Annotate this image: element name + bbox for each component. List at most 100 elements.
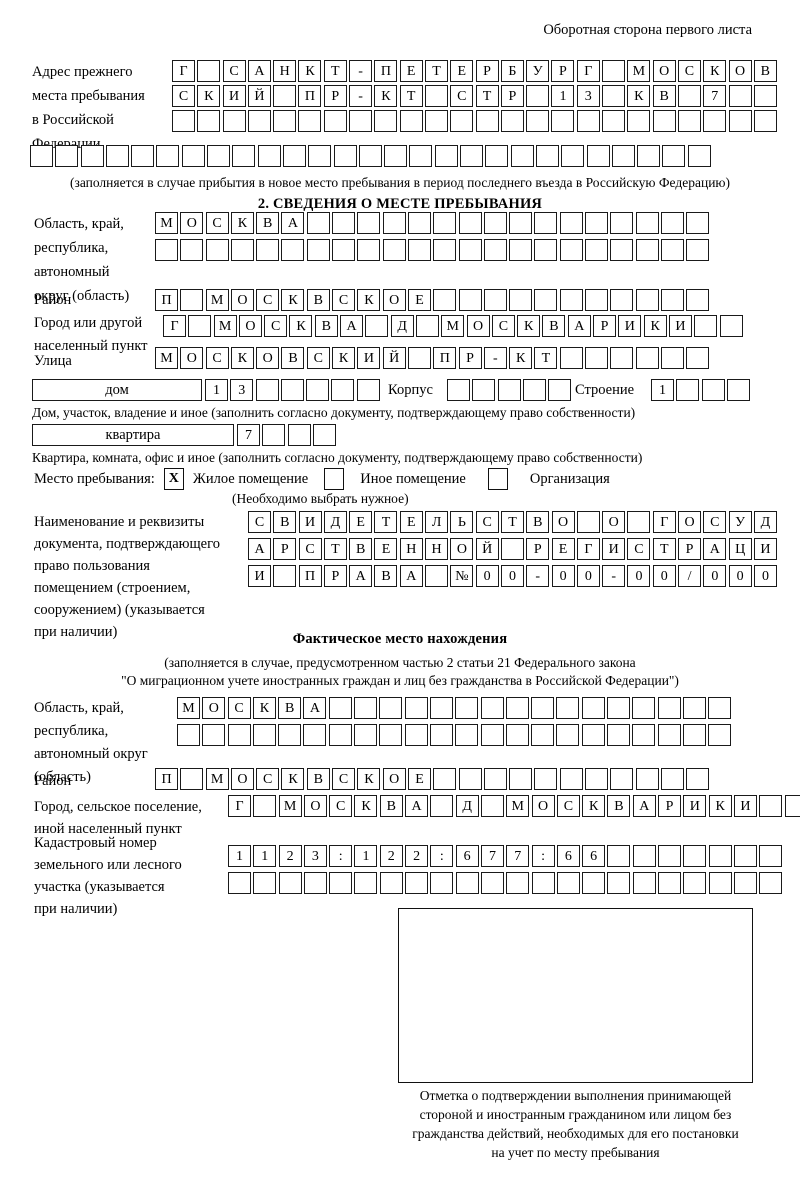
document-r2-cell-19[interactable]: А [703, 538, 727, 560]
city-cell-15[interactable]: К [517, 315, 541, 337]
house-cell-5[interactable] [306, 379, 330, 401]
actual-region-r2-cell-5[interactable] [278, 724, 302, 746]
actual-region-r2-cell-1[interactable] [177, 724, 200, 746]
document-r3-cell-9[interactable]: № [450, 565, 474, 587]
actual-district-cell-18[interactable] [585, 768, 609, 790]
actual-district-cell-19[interactable] [610, 768, 634, 790]
prev-address-r3-cell-10[interactable] [399, 110, 423, 132]
region-r2-cell-6[interactable] [281, 239, 305, 261]
prev-address-r3-cell-5[interactable] [273, 110, 297, 132]
region-r2-cell-15[interactable] [509, 239, 533, 261]
document-r3-cell-8[interactable] [425, 565, 449, 587]
flat-cell-3[interactable] [287, 424, 311, 446]
street-cell-6[interactable]: В [281, 347, 305, 369]
actual-region-r1-cell-17[interactable] [581, 697, 605, 719]
cadastral-r1-cell-6[interactable]: 1 [354, 845, 378, 867]
cadastral-r2-cell-1[interactable] [228, 872, 251, 894]
actual-region-r2-cell-14[interactable] [505, 724, 529, 746]
region-r2-cell-4[interactable] [230, 239, 254, 261]
prev-address-r3-cell-6[interactable] [298, 110, 322, 132]
district-cell-6[interactable]: К [281, 289, 305, 311]
cadastral-r2-cell-12[interactable] [506, 872, 530, 894]
korpus-cells[interactable] [447, 379, 573, 401]
actual-city-cell-3[interactable]: М [278, 795, 302, 817]
prev-address-r1-cell-6[interactable]: К [298, 60, 322, 82]
prev-address-r4-cell-26[interactable] [662, 145, 686, 167]
street-cell-15[interactable]: К [509, 347, 533, 369]
actual-district-cell-8[interactable]: С [332, 768, 356, 790]
prev-address-r2-cell-24[interactable] [753, 85, 777, 107]
prev-address-r2-cell-15[interactable] [526, 85, 550, 107]
region-r2-cell-17[interactable] [559, 239, 583, 261]
cadastral-r2-cell-19[interactable] [683, 872, 707, 894]
street-cell-4[interactable]: К [230, 347, 254, 369]
checkbox-organizaciya[interactable] [487, 468, 508, 490]
region-r2-cell-20[interactable] [635, 239, 659, 261]
prev-address-r2-cell-10[interactable]: Т [399, 85, 423, 107]
region-r2-cell-5[interactable] [256, 239, 280, 261]
document-r2-cell-7[interactable]: Н [399, 538, 423, 560]
region-r2-cell-1[interactable] [155, 239, 178, 261]
korpus-cell-1[interactable] [447, 379, 470, 401]
street-cell-14[interactable]: - [483, 347, 507, 369]
region-r1-cell-13[interactable] [458, 212, 482, 234]
document-r2-cell-21[interactable]: И [753, 538, 777, 560]
prev-address-r3-cell-1[interactable] [172, 110, 195, 132]
region-r2-cell-21[interactable] [660, 239, 684, 261]
prev-address-r3-cell-14[interactable] [500, 110, 524, 132]
document-r1-cell-19[interactable]: С [703, 511, 727, 533]
document-r3-cell-12[interactable]: - [526, 565, 550, 587]
street-cell-10[interactable]: Й [382, 347, 406, 369]
region-r1-cell-1[interactable]: М [155, 212, 178, 234]
actual-region-r1-cell-5[interactable]: В [278, 697, 302, 719]
prev-address-r1-cell-12[interactable]: Е [450, 60, 474, 82]
actual-region-r2-cell-9[interactable] [379, 724, 403, 746]
actual-region-r2-cell-17[interactable] [581, 724, 605, 746]
region-r1-cell-2[interactable]: О [180, 212, 204, 234]
cadastral-r1-cell-4[interactable]: 3 [303, 845, 327, 867]
prev-address-r1-cell-22[interactable]: К [703, 60, 727, 82]
actual-region-r1-cell-8[interactable] [354, 697, 378, 719]
prev-address-r4-cell-21[interactable] [535, 145, 559, 167]
actual-region-r1-cell-12[interactable] [455, 697, 479, 719]
district-cell-13[interactable] [458, 289, 482, 311]
street-cell-5[interactable]: О [256, 347, 280, 369]
region-r1-cell-16[interactable] [534, 212, 558, 234]
prev-address-r1-cell-7[interactable]: Т [323, 60, 347, 82]
actual-region-r1-cell-4[interactable]: К [252, 697, 276, 719]
actual-district-cell-9[interactable]: К [357, 768, 381, 790]
document-r2-cell-17[interactable]: Т [652, 538, 676, 560]
document-r1-cell-9[interactable]: Ь [450, 511, 474, 533]
street-cell-8[interactable]: К [332, 347, 356, 369]
prev-address-r4-cell-3[interactable] [80, 145, 104, 167]
prev-address-r2-cell-4[interactable]: Й [247, 85, 271, 107]
city-cell-1[interactable]: Г [163, 315, 186, 337]
actual-city-cell-15[interactable]: К [582, 795, 606, 817]
street-cell-18[interactable] [585, 347, 609, 369]
cadastral-r1-cell-22[interactable] [759, 845, 783, 867]
document-r3-cell-4[interactable]: Р [323, 565, 347, 587]
actual-district-cell-1[interactable]: П [155, 768, 178, 790]
region-r2-cell-13[interactable] [458, 239, 482, 261]
prev-address-r2-cell-2[interactable]: К [197, 85, 221, 107]
house-cell-6[interactable] [331, 379, 355, 401]
region-r1-cell-19[interactable] [610, 212, 634, 234]
region-r2-cell-7[interactable] [306, 239, 330, 261]
prev-address-r1-cell-9[interactable]: П [374, 60, 398, 82]
document-r2-cell-4[interactable]: Т [323, 538, 347, 560]
district-cell-16[interactable] [534, 289, 558, 311]
actual-district-cell-21[interactable] [660, 768, 684, 790]
cadastral-r1-cell-16[interactable] [607, 845, 631, 867]
actual-district-cell-11[interactable]: Е [407, 768, 431, 790]
document-r3-cell-16[interactable]: 0 [627, 565, 651, 587]
city-cell-5[interactable]: С [264, 315, 288, 337]
city-cell-3[interactable]: М [213, 315, 237, 337]
prev-address-r2-cell-18[interactable] [602, 85, 626, 107]
region-r1-cell-5[interactable]: В [256, 212, 280, 234]
city-cell-4[interactable]: О [238, 315, 262, 337]
prev-address-r2-cell-11[interactable] [424, 85, 448, 107]
prev-address-r3-cell-15[interactable] [526, 110, 550, 132]
actual-city-cell-22[interactable] [759, 795, 783, 817]
prev-address-r1-cell-14[interactable]: Б [500, 60, 524, 82]
